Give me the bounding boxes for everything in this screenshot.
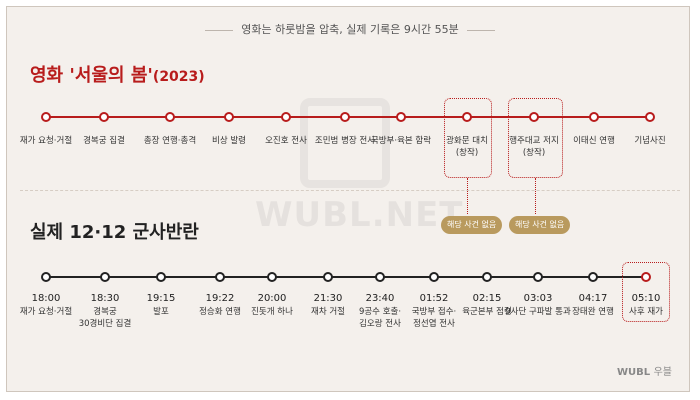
reality-node-11 bbox=[588, 272, 598, 282]
reality-node-6 bbox=[323, 272, 333, 282]
movie-node-2 bbox=[99, 112, 109, 122]
movie-node-7 bbox=[396, 112, 406, 122]
movie-title: 영화 '서울의 봄'(2023) bbox=[30, 61, 205, 87]
reality-node-3 bbox=[156, 272, 166, 282]
event-time: 19:15 bbox=[131, 293, 191, 304]
movie-node-11 bbox=[645, 112, 655, 122]
movie-node-4 bbox=[224, 112, 234, 122]
watermark-text: WUBL.NET bbox=[255, 195, 463, 235]
movie-node-1 bbox=[41, 112, 51, 122]
fiction-highlight-box bbox=[508, 98, 563, 178]
reality-node-4 bbox=[215, 272, 225, 282]
reality-title: 실제 12·12 군사반란 bbox=[30, 218, 199, 244]
event-time: 03:03 bbox=[508, 293, 568, 304]
reality-node-9 bbox=[482, 272, 492, 282]
event-time: 18:30 bbox=[75, 293, 135, 304]
no-event-badge: 해당 사건 없음 bbox=[441, 216, 502, 234]
reality-timeline-line bbox=[42, 276, 650, 278]
movie-node-6 bbox=[340, 112, 350, 122]
connector-line bbox=[467, 178, 468, 214]
reality-node-8 bbox=[429, 272, 439, 282]
movie-node-3 bbox=[165, 112, 175, 122]
event-time: 01:52 bbox=[404, 293, 464, 304]
section-divider bbox=[20, 190, 680, 191]
reality-node-10 bbox=[533, 272, 543, 282]
fiction-highlight-box bbox=[444, 98, 492, 178]
reality-node-2 bbox=[100, 272, 110, 282]
event-time: 19:22 bbox=[190, 293, 250, 304]
event-time: 05:10 bbox=[616, 293, 676, 304]
reality-node-7 bbox=[375, 272, 385, 282]
reality-node-5 bbox=[267, 272, 277, 282]
movie-node-10 bbox=[589, 112, 599, 122]
reality-event-label: 사후 재가 bbox=[601, 306, 691, 318]
event-time: 04:17 bbox=[563, 293, 623, 304]
event-time: 21:30 bbox=[298, 293, 358, 304]
event-time: 18:00 bbox=[16, 293, 76, 304]
subtitle: 영화는 하룻밤을 압축, 실제 기록은 9시간 55분 bbox=[0, 21, 700, 37]
movie-node-5 bbox=[281, 112, 291, 122]
no-event-badge: 해당 사건 없음 bbox=[509, 216, 570, 234]
reality-node-1 bbox=[41, 272, 51, 282]
connector-line bbox=[535, 178, 536, 214]
movie-event-label: 기념사진 bbox=[605, 135, 695, 147]
event-time: 20:00 bbox=[242, 293, 302, 304]
brand-footer: WUBL 우블 bbox=[617, 363, 672, 378]
event-time: 23:40 bbox=[350, 293, 410, 304]
